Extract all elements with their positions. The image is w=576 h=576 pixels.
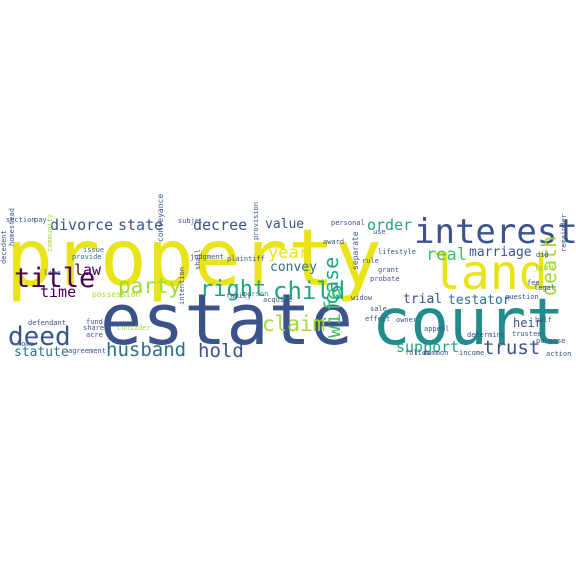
word-court: court bbox=[372, 286, 565, 360]
word-law: law bbox=[74, 261, 102, 279]
word-sale: sale bbox=[370, 305, 387, 313]
word-death: death bbox=[537, 236, 561, 296]
word-pay: pay bbox=[34, 216, 47, 224]
word-purpose: purpose bbox=[536, 337, 566, 345]
word-possession: possession bbox=[92, 290, 140, 299]
word-appeal: appeal bbox=[424, 325, 449, 333]
word-estate: estate bbox=[100, 279, 353, 361]
word-follow: follow bbox=[405, 349, 431, 357]
word-live: live bbox=[44, 269, 61, 277]
word-community: community bbox=[46, 214, 54, 252]
word-intention: intention bbox=[178, 267, 186, 305]
word-action: action bbox=[546, 350, 571, 358]
word-right: right bbox=[200, 277, 266, 302]
word-joint: joint bbox=[534, 264, 555, 272]
word-time: time bbox=[40, 283, 76, 301]
word-agreement: agreement bbox=[68, 347, 106, 355]
word-convey: convey bbox=[270, 260, 317, 275]
word-acre: acre bbox=[86, 331, 103, 339]
word-decedent: decedent bbox=[0, 230, 8, 264]
word-conveyance: conveyance bbox=[156, 194, 165, 242]
word-legal: legal bbox=[534, 284, 555, 292]
word-party: party bbox=[118, 274, 181, 298]
word-title: title bbox=[14, 263, 95, 294]
word-land: land bbox=[432, 245, 548, 301]
word-owner: owner bbox=[396, 316, 417, 324]
word-fund: fund bbox=[86, 318, 103, 326]
word-income: income bbox=[459, 349, 484, 357]
word-provide: provide bbox=[72, 253, 102, 261]
word-statute: statute bbox=[14, 345, 69, 360]
word-determine: determine bbox=[467, 331, 505, 339]
word-use: use bbox=[373, 228, 386, 236]
word-judgment: judgment bbox=[190, 253, 224, 261]
word-heir: heir bbox=[513, 316, 542, 330]
word-deed: deed bbox=[8, 322, 71, 352]
word-homestead: homestead bbox=[8, 208, 16, 246]
word-trust: trust bbox=[483, 337, 540, 359]
word-decree: decree bbox=[193, 216, 247, 234]
word-separate: separate bbox=[351, 231, 360, 270]
word-fee: fee bbox=[527, 279, 540, 287]
word-year: year bbox=[268, 243, 309, 263]
word-share: share bbox=[83, 324, 104, 332]
word-acquire: acquire bbox=[263, 296, 293, 304]
word-question: question bbox=[505, 293, 539, 301]
word-marriage: marriage bbox=[469, 245, 532, 260]
word-provision: provision bbox=[252, 202, 260, 240]
word-case: case bbox=[319, 257, 343, 305]
word-support: support bbox=[396, 338, 459, 356]
word-claim: claim bbox=[262, 312, 325, 336]
word-shall: shall bbox=[194, 249, 202, 270]
word-rule: rule bbox=[362, 257, 379, 265]
word-value: value bbox=[265, 217, 304, 232]
word-property: property bbox=[6, 214, 382, 304]
word-subject: subje... bbox=[178, 217, 212, 225]
word-probate: probate bbox=[370, 275, 400, 283]
word-lifestyle: lifestyle bbox=[378, 248, 416, 256]
word-grant: grant bbox=[378, 266, 399, 274]
word-real: real bbox=[426, 245, 467, 265]
word-defendant: defendant bbox=[28, 319, 66, 327]
word-common: common bbox=[423, 349, 448, 357]
word-widow: widow bbox=[351, 294, 373, 302]
word-did: did bbox=[536, 251, 549, 259]
word-wife: wife bbox=[321, 287, 345, 338]
word-issue: issue bbox=[83, 246, 104, 254]
word-home: home bbox=[17, 340, 34, 348]
word-remainder: remainder bbox=[560, 214, 568, 252]
word-family: family bbox=[226, 292, 251, 300]
word-divorce: divorce bbox=[50, 216, 113, 234]
word-order: order bbox=[367, 216, 412, 234]
word-person: person bbox=[243, 290, 268, 298]
word-interest: interest bbox=[414, 212, 576, 252]
word-trustee: trustee bbox=[512, 330, 542, 338]
word-effect: effect bbox=[365, 315, 390, 323]
word-child: child bbox=[273, 277, 345, 305]
word-state: state bbox=[118, 216, 163, 234]
word-award: award bbox=[323, 238, 344, 246]
word-hold: hold bbox=[198, 340, 244, 362]
word-consider: consider bbox=[117, 324, 151, 332]
word-testator: testator bbox=[448, 293, 511, 308]
word-husband: husband bbox=[106, 339, 186, 361]
word-plaintiff: plaintiff bbox=[227, 255, 265, 263]
word-half: half bbox=[535, 316, 552, 324]
word-personal: personal bbox=[331, 219, 365, 227]
word-section: section bbox=[6, 216, 36, 224]
word-trial: trial bbox=[403, 292, 442, 307]
